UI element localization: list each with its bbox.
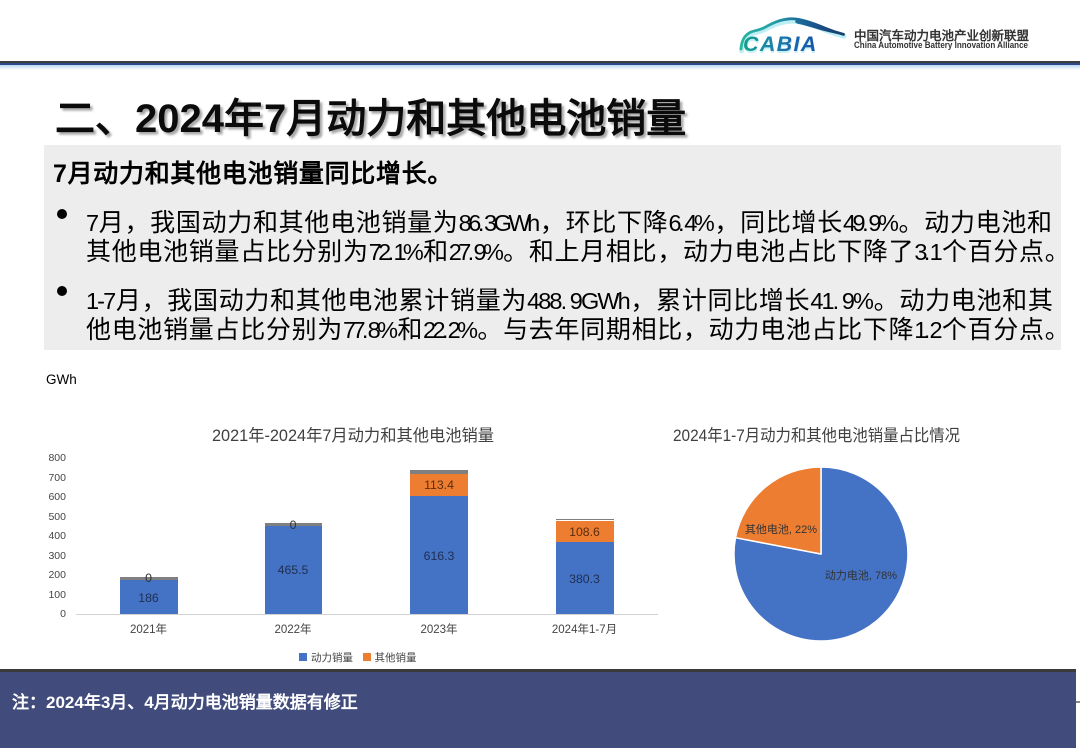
svg-text:CABIA: CABIA <box>744 34 819 58</box>
svg-text:CABIA: CABIA <box>743 32 818 56</box>
